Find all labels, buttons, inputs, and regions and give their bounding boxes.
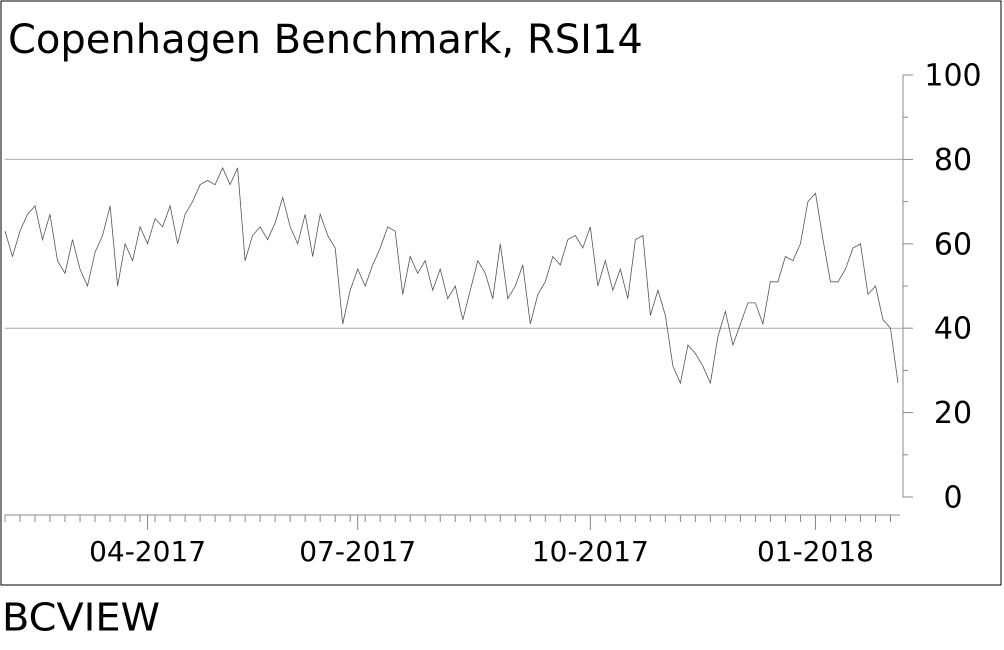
frame [0,0,1002,586]
x-tick-label: 01-2018 [757,535,874,568]
y-tick-label: 80 [934,143,972,178]
rsi-line [4,166,899,385]
y-tick-label: 100 [924,59,981,94]
x-tick-label: 07-2017 [299,535,416,568]
y-tick-label: 60 [934,227,972,262]
chart-title: Copenhagen Benchmark, RSI14 [8,17,643,63]
y-tick-label: 40 [934,312,972,347]
footer: BCVIEW [2,596,160,640]
y-tick-label: 20 [934,396,972,431]
y-tick-label: 0 [943,481,962,516]
x-tick-label: 10-2017 [532,535,649,568]
x-tick-label: 04-2017 [89,535,206,568]
